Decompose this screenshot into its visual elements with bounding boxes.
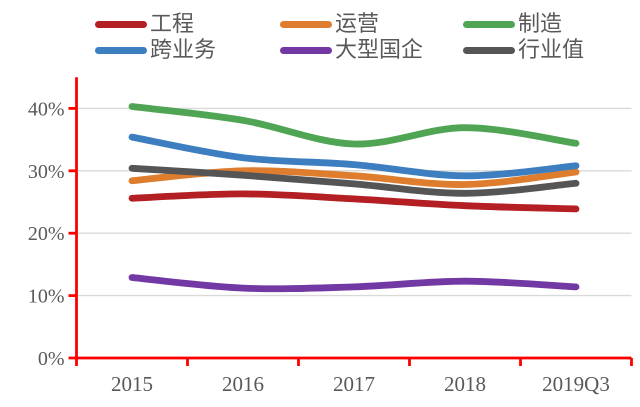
y-axis-label-40%: 40%: [28, 98, 65, 120]
legend-swatch-industry-value: [463, 46, 515, 54]
series-line-cross-business: [128, 133, 580, 180]
legend-label: 跨业务: [150, 37, 217, 62]
legend-swatch-operations: [280, 20, 332, 28]
y-axis-label-20%: 20%: [28, 223, 65, 245]
x-axis-label-2018: 2018: [444, 372, 486, 396]
legend-label: 工程: [150, 11, 195, 36]
legend-item-cross-business: 跨业务: [95, 38, 216, 62]
legend-swatch-engineering: [95, 20, 147, 28]
series-line-industry-value: [128, 164, 580, 197]
legend-label: 制造: [518, 11, 563, 36]
legend-item-large-soe: 大型国企: [280, 38, 423, 62]
legend-swatch-large-soe: [280, 46, 332, 54]
series-line-engineering: [128, 190, 580, 213]
x-axis-label-2016: 2016: [222, 372, 264, 396]
legend-swatch-cross-business: [95, 46, 147, 54]
legend-item-operations: 运营: [280, 12, 379, 36]
legend-label: 运营: [335, 11, 380, 36]
legend-label: 大型国企: [335, 37, 424, 62]
legend-item-manufacturing: 制造: [463, 12, 562, 36]
legend-label: 行业值: [518, 37, 585, 62]
x-axis-label-2017: 2017: [333, 372, 375, 396]
y-axis-label-10%: 10%: [28, 286, 65, 308]
chart-legend: 工程 运营 制造跨业务 大型国企 行业值: [0, 0, 640, 66]
y-axis-label-0%: 0%: [38, 348, 65, 370]
x-axis-label-2019Q3: 2019Q3: [542, 372, 610, 396]
legend-item-engineering: 工程: [95, 12, 194, 36]
legend-swatch-manufacturing: [463, 20, 515, 28]
y-axis-label-30%: 30%: [28, 161, 65, 183]
legend-item-industry-value: 行业值: [463, 38, 584, 62]
series-line-large-soe: [128, 274, 580, 293]
series-line-manufacturing: [128, 103, 580, 148]
x-axis-label-2015: 2015: [111, 372, 153, 396]
